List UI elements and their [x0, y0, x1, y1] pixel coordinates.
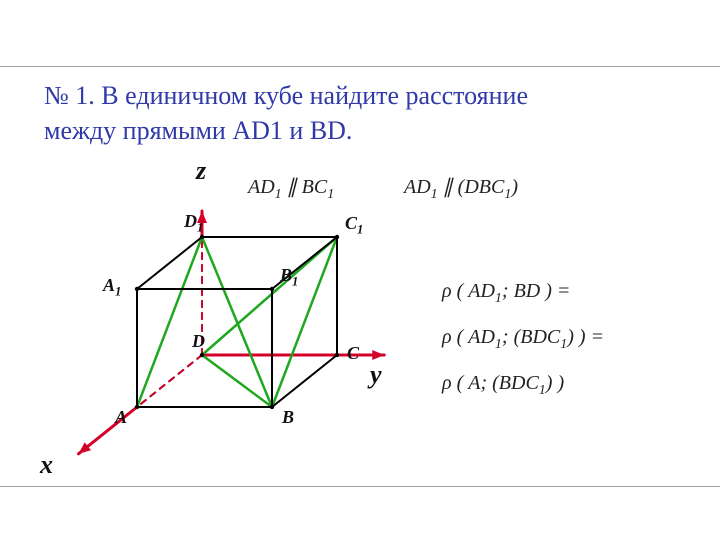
- axis-label-z: z: [196, 156, 206, 186]
- vertex-dot: [200, 353, 204, 357]
- problem-title: № 1. В единичном кубе найдите расстояние…: [44, 78, 528, 148]
- vertex-label-D: D: [192, 331, 205, 352]
- vertex-label-A1: A1: [103, 275, 121, 300]
- vertex-dot: [270, 287, 274, 291]
- formula-2: ρ ( AD1; BD ) =: [442, 280, 570, 307]
- top-rule: [0, 66, 720, 67]
- vertex-dot: [335, 235, 339, 239]
- formula-4: ρ ( A; (BDC1) ): [442, 372, 564, 399]
- cube-diagram: [12, 150, 412, 510]
- axis-label-y: y: [370, 360, 382, 390]
- axis-label-x: x: [40, 450, 53, 480]
- title-line-1: № 1. В единичном кубе найдите расстояние: [44, 81, 528, 110]
- vertex-label-B: B: [282, 407, 294, 428]
- vertex-label-A: A: [115, 407, 127, 428]
- vertex-label-D1: D1: [184, 211, 203, 236]
- vertex-label-C1: C1: [345, 213, 363, 238]
- formula-0: AD1 ∥ BC1: [248, 174, 334, 203]
- vertex-label-B1: B1: [280, 265, 298, 290]
- vertex-dot: [135, 405, 139, 409]
- vertex-dot: [270, 405, 274, 409]
- cube-diagonal: [202, 237, 337, 355]
- title-line-2: между прямыми AD1 и BD.: [44, 116, 352, 145]
- vertex-dot: [135, 287, 139, 291]
- vertex-label-C: C: [347, 343, 359, 364]
- vertex-dot: [335, 353, 339, 357]
- formula-3: ρ ( AD1; (BDC1) ) =: [442, 326, 604, 353]
- formula-1: AD1 ∥ (DBC1): [404, 174, 518, 203]
